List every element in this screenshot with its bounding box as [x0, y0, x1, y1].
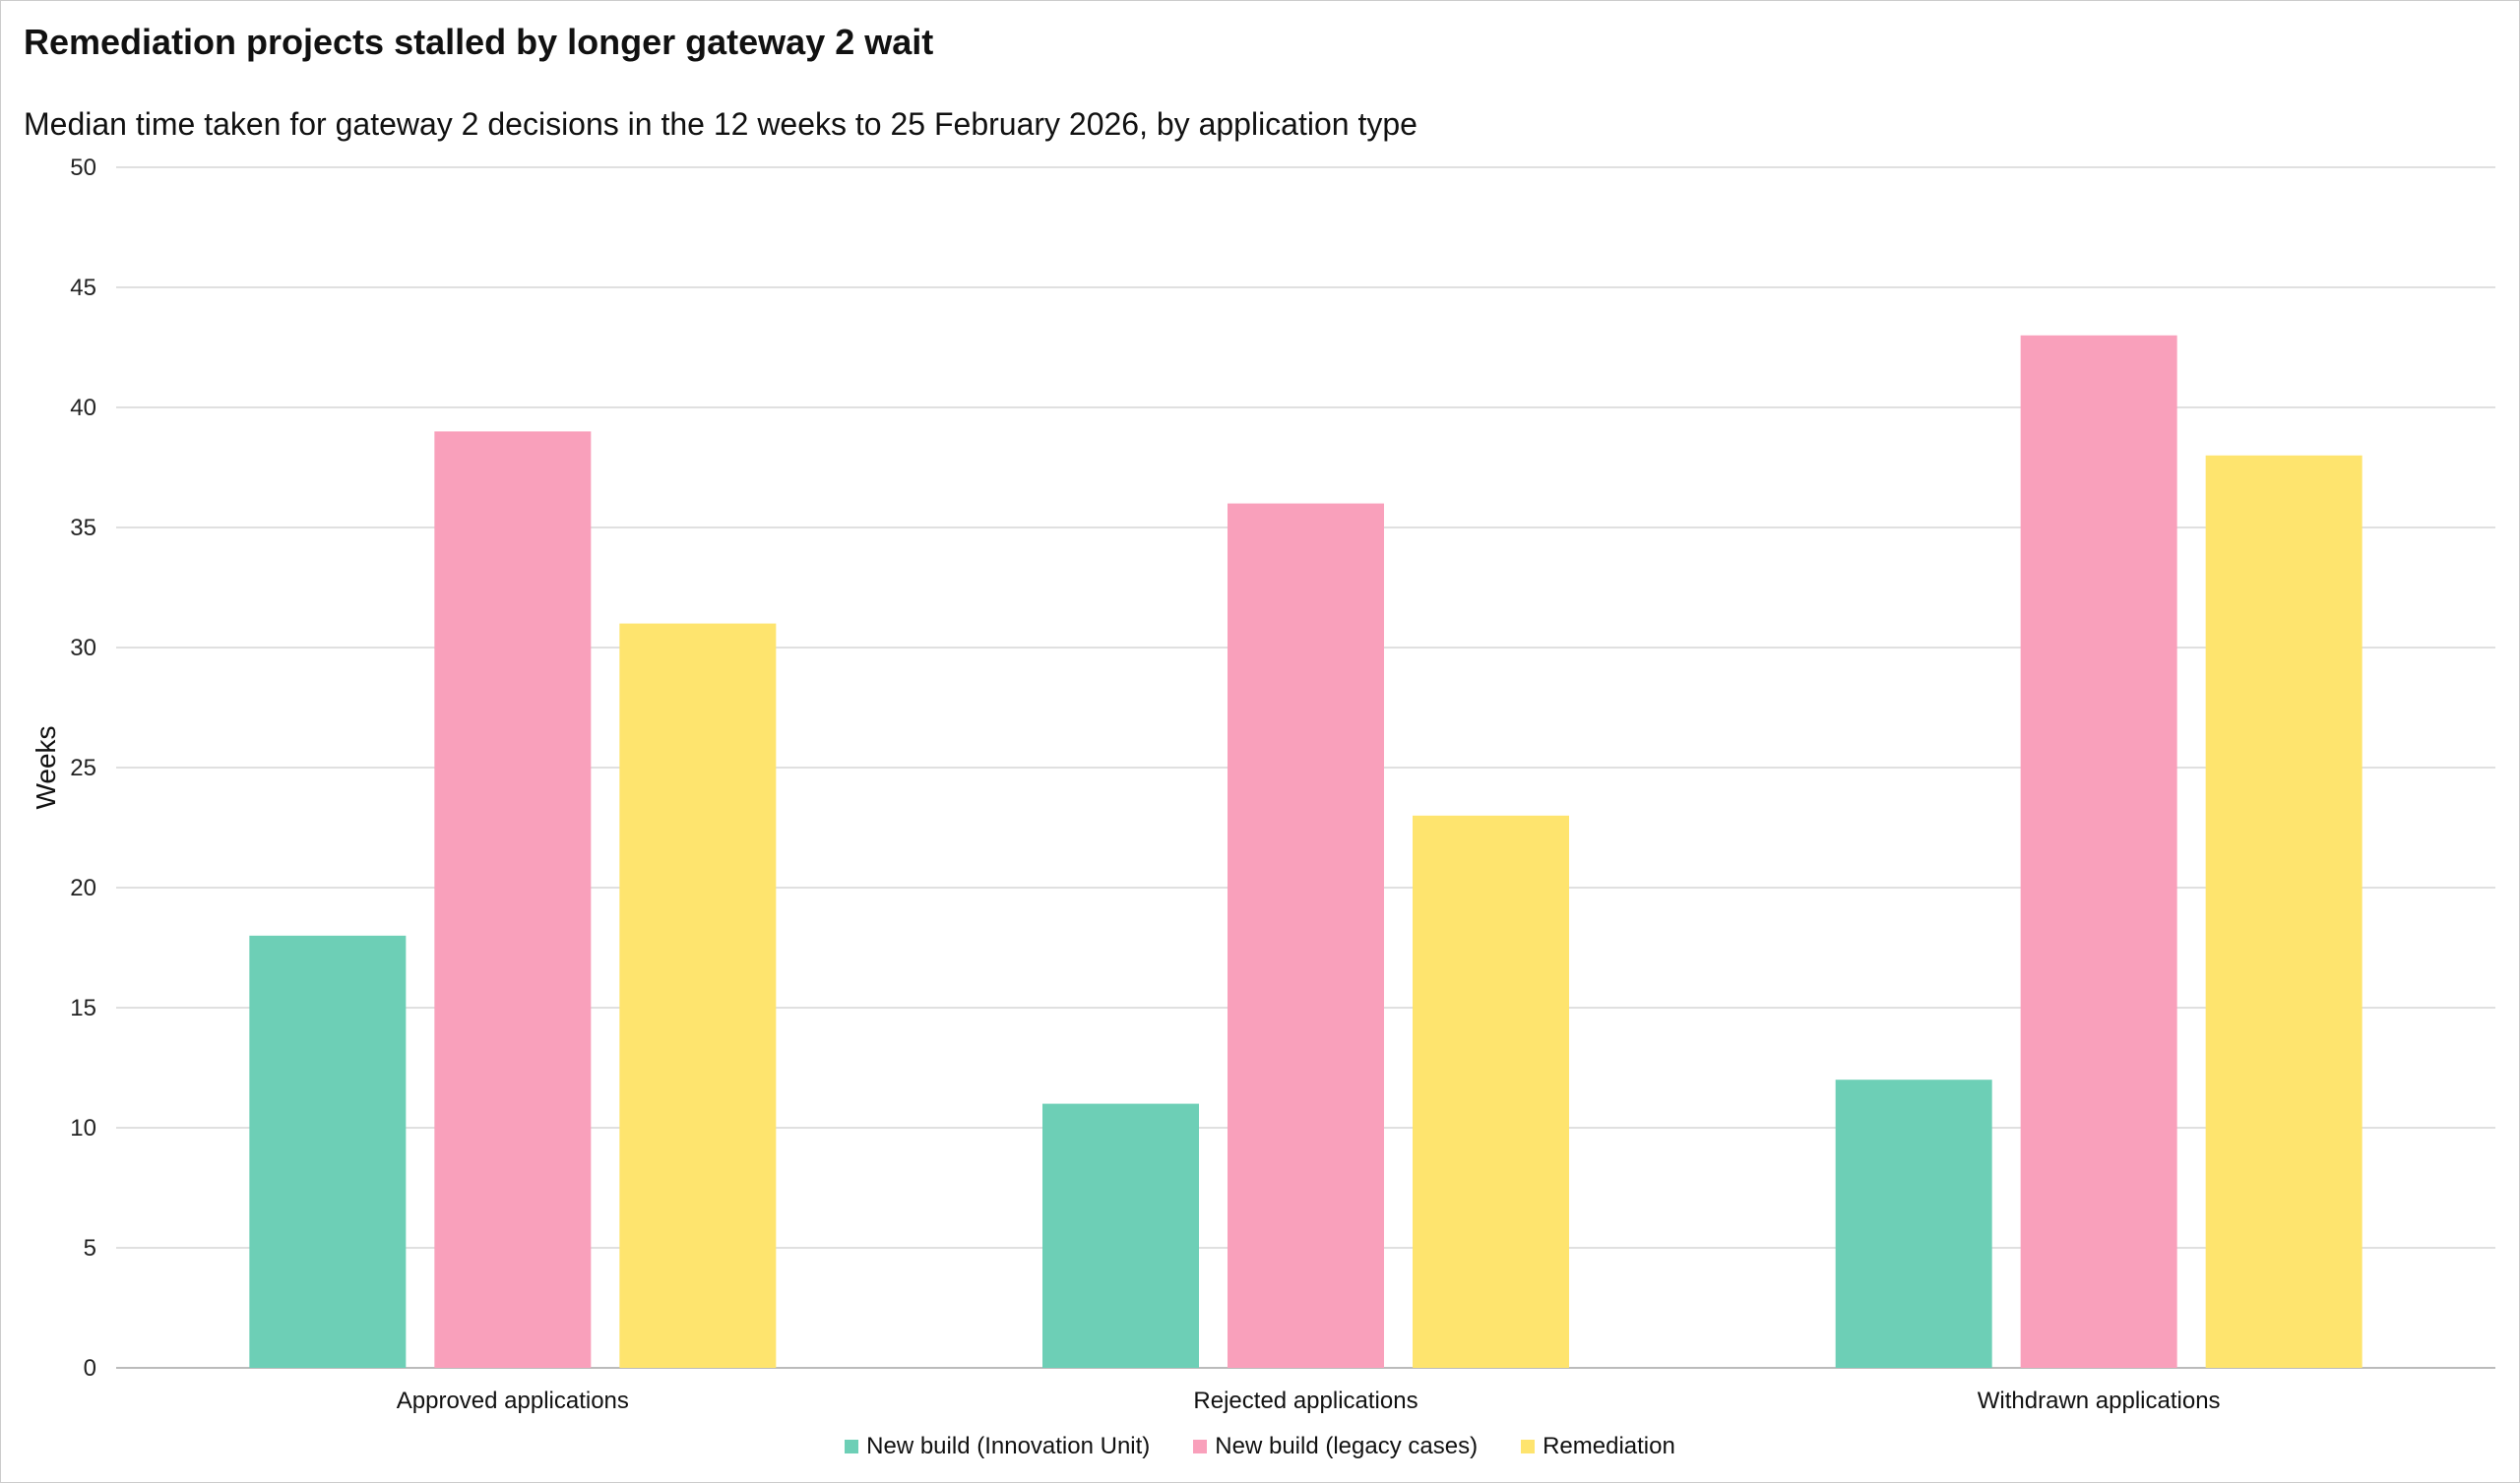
bar-remediation-0: [619, 623, 777, 1368]
bar-new-build-innovation-unit--2: [1835, 1080, 1992, 1368]
bar-new-build-legacy-cases--0: [434, 431, 592, 1368]
bar-remediation-1: [1413, 815, 1569, 1368]
legend: New build (Innovation Unit) New build (le…: [0, 1433, 2520, 1460]
legend-label: New build (legacy cases): [1215, 1433, 1479, 1459]
bar-new-build-legacy-cases--2: [2020, 335, 2177, 1368]
bar-new-build-legacy-cases--1: [1228, 503, 1384, 1369]
legend-label: Remediation: [1543, 1433, 1675, 1459]
legend-item: Remediation: [1521, 1433, 1675, 1460]
legend-item: New build (legacy cases): [1193, 1433, 1478, 1460]
y-tick-label: 35: [70, 515, 96, 541]
y-axis-label: Weeks: [31, 725, 61, 809]
legend-item: New build (Innovation Unit): [845, 1433, 1150, 1460]
y-tick-label: 45: [70, 275, 96, 301]
y-tick-label: 50: [70, 154, 96, 181]
y-tick-label: 10: [70, 1115, 96, 1142]
y-tick-label: 0: [84, 1355, 96, 1382]
y-tick-label: 20: [70, 875, 96, 901]
bar-remediation-2: [2205, 455, 2362, 1368]
bar-new-build-innovation-unit--0: [249, 935, 407, 1368]
y-tick-label: 25: [70, 755, 96, 781]
x-tick-label: Rejected applications: [1193, 1388, 1418, 1414]
y-tick-label: 5: [84, 1235, 96, 1262]
chart-subtitle: Median time taken for gateway 2 decision…: [24, 106, 1418, 142]
x-tick-label: Withdrawn applications: [1978, 1388, 2221, 1414]
chart-title: Remediation projects stalled by longer g…: [24, 22, 934, 62]
x-tick-label: Approved applications: [397, 1388, 629, 1414]
legend-swatch: [1521, 1440, 1536, 1453]
legend-swatch: [845, 1440, 859, 1453]
y-tick-label: 40: [70, 395, 96, 421]
legend-label: New build (Innovation Unit): [866, 1433, 1151, 1459]
bar-new-build-innovation-unit--1: [1042, 1103, 1199, 1368]
y-tick-label: 15: [70, 995, 96, 1021]
y-tick-label: 30: [70, 635, 96, 661]
legend-swatch: [1193, 1440, 1208, 1453]
